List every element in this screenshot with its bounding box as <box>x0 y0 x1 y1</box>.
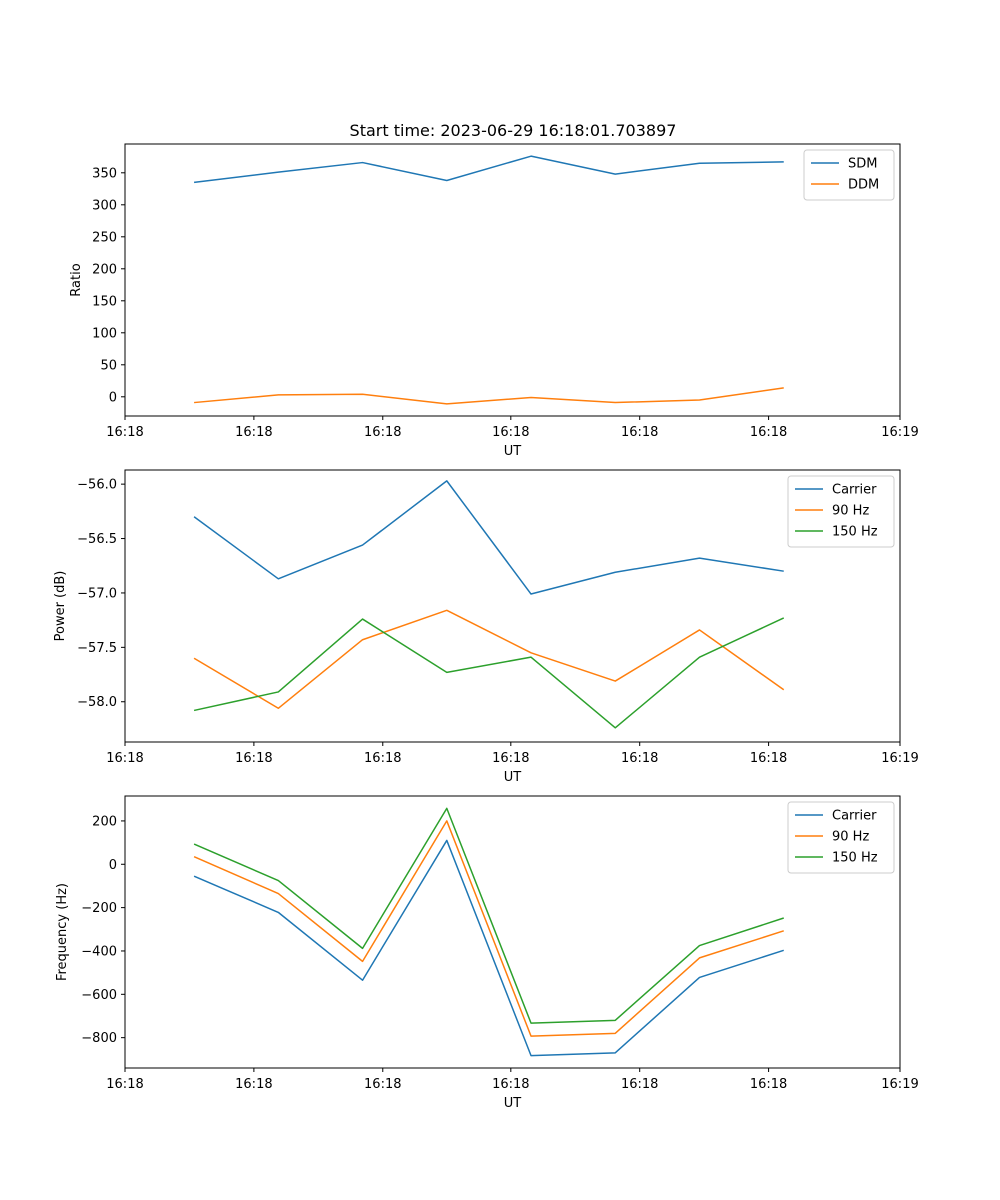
y-tick-label: −800 <box>81 1031 117 1046</box>
axes-frame <box>124 143 901 417</box>
axes-frame <box>124 469 901 743</box>
y-tick-label: 300 <box>92 198 117 213</box>
legend-label-90-hz: 90 Hz <box>832 830 869 845</box>
y-axis-label: Frequency (Hz) <box>55 883 70 981</box>
x-axis-label: UT <box>504 1096 522 1111</box>
x-tick-label: 16:19 <box>881 1077 918 1092</box>
legend-label-carrier: Carrier <box>832 483 877 498</box>
x-tick-label: 16:18 <box>621 1077 658 1092</box>
x-axis-label: UT <box>504 444 522 459</box>
y-tick-label: −58.0 <box>77 695 117 710</box>
figure-title: Start time: 2023-06-29 16:18:01.703897 <box>350 121 677 140</box>
y-tick-label: −400 <box>81 944 117 959</box>
y-tick-label: 150 <box>92 294 117 309</box>
x-tick-label: 16:19 <box>881 751 918 766</box>
legend-box <box>787 475 895 548</box>
y-tick-label: 350 <box>92 166 117 181</box>
x-tick-label: 16:18 <box>364 1077 401 1092</box>
legend: Carrier 90 Hz 150 Hz <box>787 475 895 548</box>
y-tick-label: 250 <box>92 230 117 245</box>
x-tick-label: 16:19 <box>881 425 918 440</box>
legend-box <box>787 801 895 874</box>
legend-label-90-hz: 90 Hz <box>832 504 869 519</box>
panel-ratio: 16:18 16:18 16:18 16:18 16:18 16:18 16:19 0 50 10… <box>69 143 919 459</box>
x-tick-label: 16:18 <box>364 751 401 766</box>
legend-label-sdm: SDM <box>848 157 877 172</box>
x-tick-label: 16:18 <box>235 425 272 440</box>
y-tick-label: 50 <box>100 358 117 373</box>
panel-frequency: 16:18 16:18 16:18 16:18 16:18 16:18 16:19 −800 −… <box>55 795 919 1111</box>
y-tick-label: −56.0 <box>77 478 117 493</box>
x-tick-label: 16:18 <box>492 425 529 440</box>
y-tick-label: 0 <box>109 858 117 873</box>
series-line-carrier <box>193 480 784 595</box>
legend: SDM DDM <box>803 149 895 201</box>
x-tick-label: 16:18 <box>492 1077 529 1092</box>
x-tick-label: 16:18 <box>106 1077 143 1092</box>
y-tick-label: 200 <box>92 814 117 829</box>
y-axis-label: Power (dB) <box>53 571 68 642</box>
y-tick-label: −200 <box>81 901 117 916</box>
x-tick-label: 16:18 <box>364 425 401 440</box>
legend: Carrier 90 Hz 150 Hz <box>787 801 895 874</box>
panel-power: 16:18 16:18 16:18 16:18 16:18 16:18 16:19 −58.0… <box>53 469 919 785</box>
series-line-carrier <box>193 839 784 1057</box>
legend-label-150-hz: 150 Hz <box>832 525 878 540</box>
y-tick-label: −57.5 <box>77 641 117 656</box>
y-tick-label: 200 <box>92 262 117 277</box>
y-tick-label: −57.0 <box>77 586 117 601</box>
series-line-150-hz <box>193 617 785 729</box>
y-tick-label: −600 <box>81 988 117 1003</box>
y-axis-label: Ratio <box>69 263 84 296</box>
x-tick-label: 16:18 <box>621 425 658 440</box>
legend-label-150-hz: 150 Hz <box>832 851 878 866</box>
x-tick-label: 16:18 <box>492 751 529 766</box>
x-tick-label: 16:18 <box>235 751 272 766</box>
x-tick-label: 16:18 <box>750 425 787 440</box>
series-line-sdm <box>193 155 784 184</box>
series-line-150-hz <box>193 807 784 1024</box>
y-tick-label: 100 <box>92 326 117 341</box>
series-line-ddm <box>194 387 784 405</box>
series-line-90-hz <box>193 609 785 710</box>
x-tick-label: 16:18 <box>750 751 787 766</box>
series-line-90-hz <box>193 820 784 1037</box>
legend-label-ddm: DDM <box>848 178 879 193</box>
axes-frame <box>124 795 901 1069</box>
x-tick-label: 16:18 <box>106 751 143 766</box>
y-tick-label: −56.5 <box>77 532 117 547</box>
x-tick-label: 16:18 <box>750 1077 787 1092</box>
x-axis-label: UT <box>504 770 522 785</box>
x-tick-label: 16:18 <box>235 1077 272 1092</box>
x-tick-label: 16:18 <box>621 751 658 766</box>
y-tick-label: 0 <box>109 390 117 405</box>
legend-label-carrier: Carrier <box>832 809 877 824</box>
x-tick-label: 16:18 <box>106 425 143 440</box>
